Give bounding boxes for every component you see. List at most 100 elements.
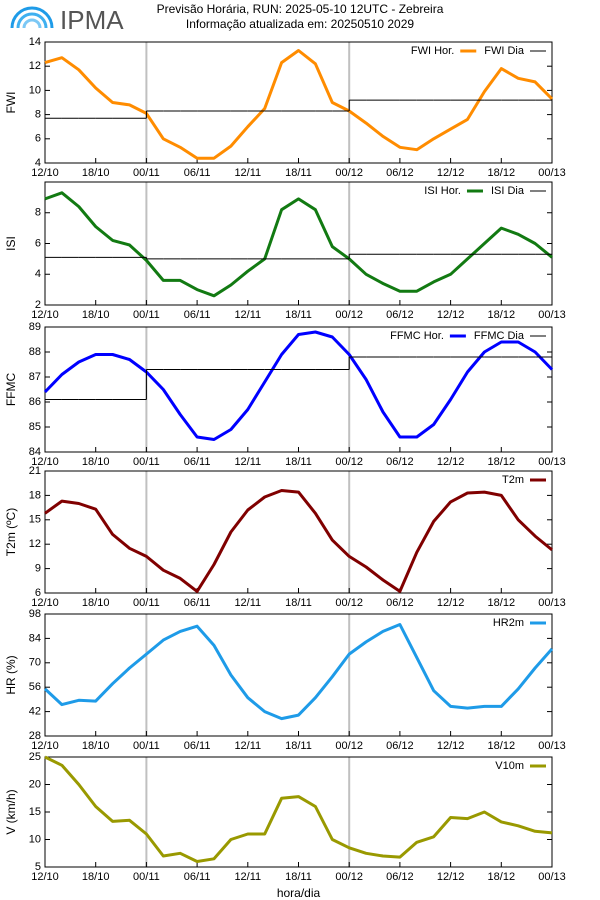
x-tick-label: 00/12: [335, 309, 363, 321]
x-tick-label: 00/11: [133, 871, 160, 883]
legend-label: T2m: [502, 474, 524, 486]
x-tick-label: 18/12: [488, 167, 516, 179]
y-tick-label: 86: [29, 396, 41, 408]
x-tick-label: 00/12: [335, 740, 363, 752]
panel: 4 6 8 10 12 14 12/10 18/10 00/11 06/11 12/11 18/11 0…: [4, 36, 566, 179]
x-tick-label: 00/13: [538, 309, 566, 321]
y-tick-label: 56: [29, 681, 41, 693]
x-tick-label: 00/13: [538, 740, 566, 752]
x-tick-label: 12/12: [437, 167, 465, 179]
y-tick-label: 12: [29, 538, 41, 550]
x-tick-label: 06/11: [184, 167, 211, 179]
x-tick-label: 18/12: [488, 456, 516, 468]
y-tick-label: 25: [29, 751, 41, 763]
x-tick-label: 06/12: [386, 456, 414, 468]
x-tick-label: 12/12: [437, 871, 465, 883]
y-tick-label: 12: [29, 60, 41, 72]
x-tick-label: 00/13: [538, 871, 566, 883]
y-tick-label: 6: [35, 587, 41, 599]
legend-label: FFMC Dia: [474, 330, 525, 342]
x-tick-label: 18/10: [82, 167, 110, 179]
y-axis-label: HR (%): [4, 655, 18, 694]
logo-arc: [10, 6, 54, 29]
series-line: [44, 191, 553, 298]
panel: 28 42 56 70 84 98 12/10 18/10 00/11 06/11 12/11 18/…: [4, 608, 566, 752]
y-tick-label: 28: [29, 730, 41, 742]
logo-arc: [22, 18, 42, 29]
y-tick-label: 42: [29, 706, 41, 718]
y-tick-label: 84: [29, 632, 41, 644]
x-tick-label: 12/10: [31, 456, 59, 468]
plot-frame: [44, 756, 553, 868]
y-tick-label: 14: [29, 36, 41, 48]
x-tick-label: 18/11: [285, 871, 312, 883]
logo: IPMA: [10, 5, 124, 35]
x-tick-label: 06/12: [386, 597, 414, 609]
x-tick-label: 00/12: [335, 167, 363, 179]
x-tick-label: 00/11: [133, 167, 160, 179]
y-tick-label: 15: [29, 514, 41, 526]
x-tick-label: 06/11: [184, 456, 211, 468]
x-tick-label: 12/10: [31, 167, 59, 179]
x-tick-label: 18/12: [488, 740, 516, 752]
y-tick-label: 10: [29, 84, 41, 96]
x-tick-label: 00/12: [335, 597, 363, 609]
y-tick-label: 98: [29, 608, 41, 620]
series-line: [44, 49, 554, 160]
series-line: [44, 489, 553, 593]
chart-title: Previsão Horária, RUN: 2025-05-10 12UTC …: [157, 2, 444, 16]
x-tick-label: 00/11: [133, 456, 160, 468]
legend-label: V10m: [495, 760, 524, 772]
x-tick-label: 00/12: [335, 871, 363, 883]
y-axis-label: V (km/h): [4, 789, 18, 834]
x-tick-label: 12/12: [437, 740, 465, 752]
x-tick-label: 12/11: [234, 740, 261, 752]
x-axis-label: hora/dia: [277, 886, 321, 900]
y-axis-label: FFMC: [4, 373, 18, 407]
x-tick-label: 18/11: [285, 167, 312, 179]
x-tick-label: 18/12: [488, 871, 516, 883]
x-tick-label: 06/11: [184, 871, 211, 883]
x-tick-label: 12/11: [234, 456, 261, 468]
x-tick-label: 18/10: [82, 597, 110, 609]
y-tick-label: 8: [35, 207, 41, 219]
y-tick-label: 6: [35, 133, 41, 145]
x-tick-label: 00/13: [538, 167, 566, 179]
x-tick-label: 18/11: [285, 456, 312, 468]
plot-frame: [44, 326, 553, 453]
y-tick-label: 18: [29, 489, 41, 501]
y-tick-label: 9: [35, 563, 41, 575]
panel: 84 85 86 87 88 89 12/10 18/10 00/11 06/11 12/11 18/…: [4, 321, 566, 468]
x-tick-label: 18/10: [82, 871, 110, 883]
x-tick-label: 18/12: [488, 597, 516, 609]
x-tick-label: 06/12: [386, 740, 414, 752]
y-tick-label: 2: [35, 299, 41, 311]
y-tick-label: 84: [29, 446, 41, 458]
series-line: [44, 755, 553, 863]
x-tick-label: 00/11: [133, 309, 160, 321]
y-tick-label: 8: [35, 109, 41, 121]
x-tick-label: 00/12: [335, 456, 363, 468]
y-tick-label: 4: [35, 268, 41, 280]
x-tick-label: 12/12: [437, 597, 465, 609]
panel: 6 9 12 15 18 21 12/10 18/10 00/11 06/11 12/11 18/11…: [4, 465, 566, 609]
x-tick-label: 18/12: [488, 309, 516, 321]
y-tick-label: 5: [35, 861, 41, 873]
x-tick-label: 12/11: [234, 309, 261, 321]
legend-label: ISI Hor.: [424, 185, 461, 197]
x-tick-label: 12/11: [234, 167, 261, 179]
panel: 2 4 6 8 12/10 18/10 00/11 06/11 12/11 18/11 00/12 0…: [4, 181, 566, 321]
legend-label: FFMC Hor.: [390, 330, 444, 342]
x-tick-label: 06/12: [386, 167, 414, 179]
series-line: [43, 623, 554, 721]
x-tick-label: 18/10: [82, 456, 110, 468]
x-tick-label: 06/11: [184, 309, 211, 321]
x-tick-label: 06/12: [386, 309, 414, 321]
y-axis-label: FWI: [4, 92, 18, 114]
legend-label: HR2m: [493, 617, 524, 629]
y-tick-label: 4: [35, 157, 41, 169]
y-axis-label: T2m (ºC): [4, 508, 18, 556]
x-tick-label: 06/12: [386, 871, 414, 883]
x-tick-label: 00/13: [538, 597, 566, 609]
x-tick-label: 12/11: [234, 597, 261, 609]
